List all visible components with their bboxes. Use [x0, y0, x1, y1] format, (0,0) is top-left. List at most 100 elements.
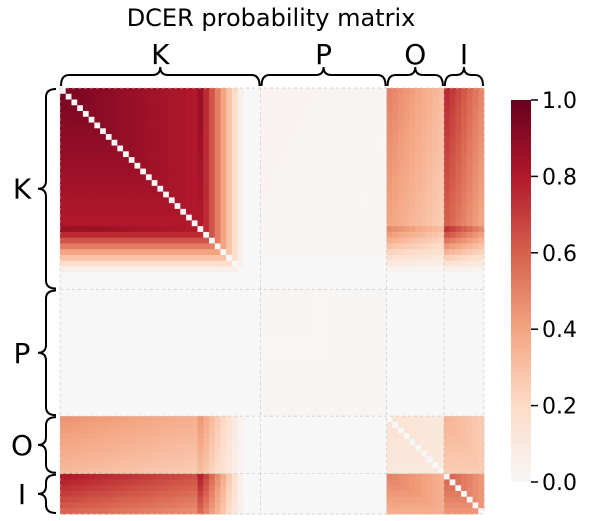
heatmap-cell — [272, 128, 279, 135]
heatmap-cell — [340, 174, 347, 181]
heatmap-cell — [283, 347, 290, 354]
heatmap-cell — [111, 180, 118, 187]
heatmap-cell — [403, 295, 410, 302]
heatmap-cell — [123, 329, 130, 336]
heatmap-cell — [65, 197, 72, 204]
heatmap-cell — [392, 168, 399, 175]
heatmap-cell — [277, 162, 284, 169]
heatmap-cell — [283, 329, 290, 336]
heatmap-cell — [94, 237, 101, 244]
heatmap-cell — [134, 105, 141, 112]
heatmap-cell — [128, 254, 135, 262]
heatmap-cell — [249, 301, 256, 308]
heatmap-cell — [466, 375, 473, 382]
heatmap-cell — [340, 352, 347, 359]
heatmap-cell — [249, 393, 256, 400]
heatmap-cell — [111, 364, 118, 371]
heatmap-cell — [438, 433, 445, 440]
heatmap-cell — [186, 416, 193, 423]
heatmap-cell — [197, 105, 204, 112]
heatmap-cell — [266, 105, 273, 112]
heatmap-cell — [392, 393, 399, 400]
heatmap-cell — [100, 301, 107, 308]
heatmap-cell — [134, 122, 141, 129]
heatmap-cell — [300, 214, 307, 221]
heatmap-cell — [329, 237, 336, 244]
heatmap-cell — [277, 347, 284, 354]
heatmap-cell — [197, 295, 204, 302]
heatmap-cell — [432, 226, 439, 233]
heatmap-cell — [461, 145, 468, 152]
heatmap-cell — [323, 105, 330, 112]
heatmap-cell — [203, 421, 210, 429]
heatmap-cell — [363, 185, 370, 193]
heatmap-cell — [140, 375, 147, 382]
heatmap-cell — [409, 151, 416, 158]
heatmap-cell — [157, 439, 164, 446]
heatmap-cell — [392, 151, 399, 158]
heatmap-cell — [260, 93, 267, 100]
heatmap-cell — [174, 352, 181, 359]
heatmap-cell — [300, 231, 307, 239]
heatmap-cell — [128, 260, 135, 267]
heatmap-cell — [386, 393, 393, 400]
heatmap-cell — [380, 301, 387, 308]
heatmap-cell — [100, 266, 107, 273]
heatmap-cell — [306, 185, 313, 193]
heatmap-cell — [105, 324, 112, 331]
heatmap-cell — [60, 237, 67, 244]
heatmap-cell — [277, 410, 284, 417]
heatmap-cell — [409, 231, 416, 239]
heatmap-cell — [191, 128, 198, 135]
heatmap-cell — [415, 393, 422, 400]
heatmap-cell — [243, 180, 250, 187]
heatmap-cell — [157, 272, 164, 279]
heatmap-cell — [375, 347, 382, 354]
heatmap-cell — [323, 295, 330, 302]
heatmap-cell — [323, 404, 330, 411]
heatmap-cell — [237, 277, 244, 285]
heatmap-cell — [289, 88, 296, 95]
heatmap-cell — [443, 214, 451, 221]
heatmap-cell — [208, 444, 216, 452]
heatmap-cell — [140, 427, 147, 434]
heatmap-cell — [151, 185, 158, 193]
heatmap-cell — [191, 122, 198, 129]
heatmap-cell — [100, 122, 107, 129]
heatmap-cell — [128, 197, 135, 204]
heatmap-cell — [409, 185, 416, 193]
heatmap-cell — [272, 404, 279, 411]
heatmap-cell — [111, 254, 118, 262]
heatmap-cell — [323, 266, 330, 273]
heatmap-cell — [105, 243, 112, 250]
heatmap-cell — [478, 197, 485, 204]
heatmap-cell — [226, 99, 233, 106]
heatmap-cell — [180, 185, 187, 193]
heatmap-cell — [249, 105, 256, 112]
heatmap-cell — [203, 105, 210, 112]
heatmap-cell — [134, 243, 141, 250]
heatmap-cell — [208, 88, 216, 95]
heatmap-cell — [300, 99, 307, 106]
heatmap-cell — [449, 410, 456, 417]
heatmap-cell — [398, 318, 405, 325]
heatmap-cell — [60, 277, 67, 285]
heatmap-cell — [203, 370, 210, 377]
heatmap-cell — [369, 277, 376, 285]
heatmap-cell — [317, 439, 324, 446]
heatmap-cell — [243, 203, 250, 210]
heatmap-cell — [208, 312, 216, 319]
heatmap-cell — [432, 134, 439, 141]
heatmap-cell — [335, 329, 342, 336]
heatmap-cell — [426, 456, 433, 463]
heatmap-cell — [65, 105, 72, 112]
heatmap-cell — [352, 105, 359, 112]
heatmap-cell — [243, 410, 250, 417]
heatmap-cell — [340, 329, 347, 336]
heatmap-cell — [289, 111, 296, 118]
heatmap-cell — [243, 289, 250, 296]
heatmap-cell — [88, 197, 95, 204]
heatmap-cell — [300, 358, 307, 365]
heatmap-cell — [294, 329, 302, 336]
heatmap-cell — [60, 122, 67, 129]
